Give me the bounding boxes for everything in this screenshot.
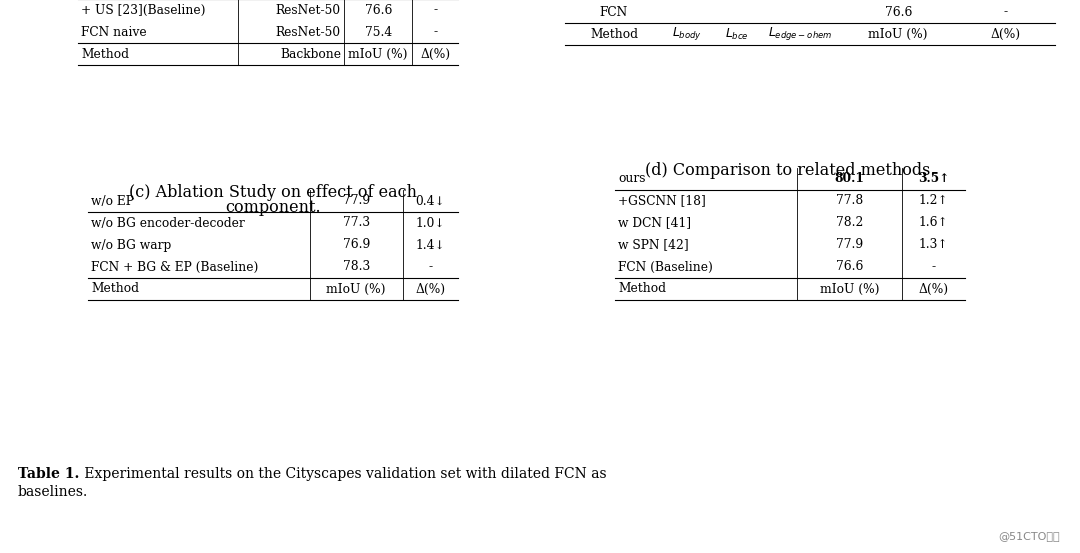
Text: ResNet-50: ResNet-50 [275,25,341,39]
Text: Δ(%): Δ(%) [420,48,450,60]
Text: Δ(%): Δ(%) [415,283,445,295]
Text: w/o BG warp: w/o BG warp [91,238,172,252]
Text: Experimental results on the Cityscapes validation set with dilated FCN as: Experimental results on the Cityscapes v… [80,467,607,481]
Text: Method: Method [590,28,638,40]
Text: -: - [433,25,437,39]
Text: FCN: FCN [599,6,629,18]
Text: @51CTO博客: @51CTO博客 [998,531,1059,541]
Text: $L_{body}$: $L_{body}$ [673,25,703,43]
Text: -: - [1004,6,1008,18]
Text: 76.6: 76.6 [365,3,392,17]
Text: component.: component. [226,199,321,216]
Text: 78.3: 78.3 [342,260,369,274]
Text: 75.4: 75.4 [365,25,392,39]
Text: mIoU (%): mIoU (%) [326,283,386,295]
Text: Method: Method [81,48,129,60]
Text: mIoU (%): mIoU (%) [349,48,408,60]
Text: -: - [931,260,935,274]
Text: w SPN [42]: w SPN [42] [618,238,689,252]
Text: mIoU (%): mIoU (%) [868,28,928,40]
Text: 77.3: 77.3 [342,217,369,229]
Text: Δ(%): Δ(%) [918,283,948,295]
Text: 1.2↑: 1.2↑ [919,195,948,207]
Text: FCN + BG & EP (Baseline): FCN + BG & EP (Baseline) [91,260,258,274]
Text: 76.9: 76.9 [342,238,370,252]
Text: ResNet-50: ResNet-50 [275,3,341,17]
Text: (c) Ablation Study on effect of each: (c) Ablation Study on effect of each [129,184,417,201]
Text: 0.4↓: 0.4↓ [416,195,445,207]
Text: 76.6: 76.6 [885,6,912,18]
Text: Backbone: Backbone [280,48,341,60]
Text: 77.8: 77.8 [836,195,863,207]
Text: 1.6↑: 1.6↑ [919,217,948,229]
Text: +GSCNN [18]: +GSCNN [18] [618,195,705,207]
Text: -: - [433,3,437,17]
Text: Method: Method [618,283,666,295]
Text: 77.9: 77.9 [836,238,863,252]
Text: mIoU (%): mIoU (%) [820,283,879,295]
Text: -: - [428,260,432,274]
Text: (d) Comparison to related methods.: (d) Comparison to related methods. [645,162,935,179]
Text: ours: ours [618,173,646,185]
Text: 78.2: 78.2 [836,217,863,229]
Text: w/o EP: w/o EP [91,195,134,207]
Text: $L_{edge-ohem}$: $L_{edge-ohem}$ [768,25,833,43]
Text: FCN naive: FCN naive [81,25,147,39]
Text: w/o BG encoder-decoder: w/o BG encoder-decoder [91,217,245,229]
Text: 77.9: 77.9 [342,195,369,207]
Text: w DCN [41]: w DCN [41] [618,217,691,229]
Text: Table 1.: Table 1. [18,467,79,481]
Text: 1.0↓: 1.0↓ [416,217,445,229]
Text: 80.1: 80.1 [835,173,864,185]
Text: 1.4↓: 1.4↓ [416,238,445,252]
Text: FCN (Baseline): FCN (Baseline) [618,260,713,274]
Text: + US [23](Baseline): + US [23](Baseline) [81,3,205,17]
Text: 3.5↑: 3.5↑ [918,173,949,185]
Text: $L_{bce}$: $L_{bce}$ [725,27,748,41]
Text: Method: Method [91,283,139,295]
Text: baselines.: baselines. [18,485,89,499]
Text: 76.6: 76.6 [836,260,863,274]
Text: Δ(%): Δ(%) [991,28,1021,40]
Text: 1.3↑: 1.3↑ [919,238,948,252]
